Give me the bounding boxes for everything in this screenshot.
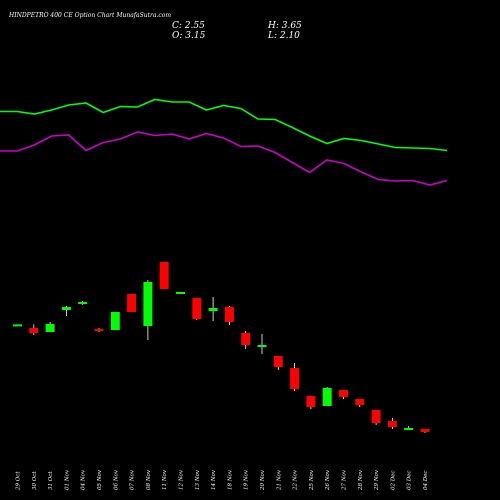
- x-tick-label: 02 Dec: [390, 471, 396, 491]
- x-tick-label: 28 Nov: [358, 469, 364, 491]
- x-tick-label: 27 Nov: [342, 469, 348, 491]
- candle: [404, 426, 414, 430]
- candle-body: [94, 329, 104, 331]
- candle-body: [127, 294, 137, 312]
- candle-body: [355, 399, 365, 405]
- candle: [61, 306, 71, 316]
- x-tick-label: 06 Nov: [113, 469, 119, 490]
- candle: [143, 280, 153, 340]
- candle-body: [339, 390, 348, 397]
- candle-body: [224, 307, 234, 322]
- candle: [45, 322, 55, 332]
- x-tick-label: 20 Nov: [260, 469, 266, 491]
- x-tick-label: 29 Oct: [16, 471, 22, 491]
- candle-body: [61, 307, 71, 310]
- x-tick-label: 01 Nov: [64, 469, 70, 490]
- x-tick-label: 18 Nov: [227, 469, 233, 490]
- candle: [127, 294, 137, 312]
- candle-body: [176, 292, 185, 294]
- x-tick-label: 11 Nov: [162, 469, 168, 490]
- x-tick-label: 31 Oct: [48, 471, 54, 490]
- x-axis-ticks: 29 Oct 30 Oct 31 Oct 01 Nov 04 Nov 05 Nov 06 N…: [16, 469, 430, 491]
- x-tick-label: 25 Nov: [309, 469, 315, 491]
- candle-body: [306, 396, 316, 407]
- x-tick-label: 13 Nov: [195, 469, 201, 490]
- candle: [110, 312, 120, 330]
- candle: [13, 324, 22, 327]
- x-tick-label: 04 Dec: [423, 471, 429, 491]
- x-tick-label: 19 Nov: [244, 469, 250, 490]
- candle-body: [420, 429, 430, 432]
- chart-title: HINDPETRO 400 CE Option Chart MunafaSutr…: [8, 12, 171, 19]
- candle: [387, 418, 397, 429]
- candle-body: [273, 356, 283, 367]
- candle-body: [404, 428, 414, 430]
- candle: [371, 410, 381, 425]
- upper-line: [0, 98, 448, 152]
- x-tick-label: 26 Nov: [325, 469, 331, 491]
- candle-body: [290, 368, 300, 389]
- candle: [192, 298, 202, 320]
- open-value: O: 3.15: [172, 31, 206, 41]
- candle-body: [110, 312, 120, 330]
- x-tick-label: 12 Nov: [179, 469, 185, 490]
- candle-body: [45, 324, 55, 332]
- lower-line: [0, 131, 448, 186]
- candle-body: [192, 298, 202, 319]
- candle: [257, 334, 267, 354]
- x-tick-label: 21 Nov: [276, 469, 282, 491]
- x-tick-label: 03 Dec: [407, 471, 413, 491]
- x-tick-label: 29 Nov: [374, 469, 380, 491]
- x-tick-label: 05 Nov: [97, 469, 103, 490]
- candle: [176, 292, 185, 294]
- candle: [208, 297, 218, 321]
- x-tick-label: 22 Nov: [293, 469, 299, 491]
- candle-body: [208, 308, 218, 311]
- candle-body: [387, 421, 397, 427]
- x-tick-label: 30 Oct: [32, 471, 38, 490]
- candle-body: [159, 262, 169, 289]
- candle-body: [371, 410, 381, 423]
- candle: [306, 396, 316, 409]
- candle-body: [13, 324, 22, 327]
- candle: [322, 387, 332, 406]
- indicator-lines: [0, 98, 448, 186]
- candle-body: [257, 345, 267, 347]
- candles: [13, 262, 430, 433]
- close-value: C: 2.55: [172, 21, 205, 31]
- x-tick-label: 14 Nov: [211, 469, 217, 490]
- x-tick-label: 04 Nov: [81, 469, 87, 490]
- candle: [290, 363, 300, 391]
- candle-body: [322, 388, 332, 406]
- candle: [159, 262, 169, 289]
- candle: [420, 429, 430, 433]
- candle: [94, 328, 104, 332]
- low-value: L: 2.10: [267, 31, 300, 41]
- candle: [355, 399, 365, 407]
- candle: [241, 331, 251, 349]
- candle: [224, 306, 234, 325]
- x-tick-label: 08 Nov: [146, 469, 152, 490]
- candle-body: [143, 282, 153, 326]
- candle: [339, 390, 348, 399]
- candle-body: [78, 302, 88, 304]
- candle: [29, 324, 39, 335]
- candle-body: [29, 328, 39, 333]
- candle: [78, 301, 88, 305]
- candle-body: [241, 333, 251, 345]
- high-value: H: 3.65: [267, 21, 302, 31]
- x-tick-label: 07 Nov: [130, 469, 136, 490]
- candle: [273, 356, 283, 370]
